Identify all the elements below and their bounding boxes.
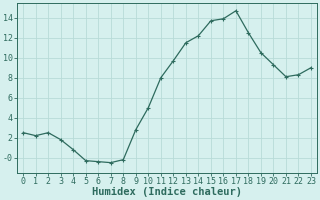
X-axis label: Humidex (Indice chaleur): Humidex (Indice chaleur) xyxy=(92,187,242,197)
